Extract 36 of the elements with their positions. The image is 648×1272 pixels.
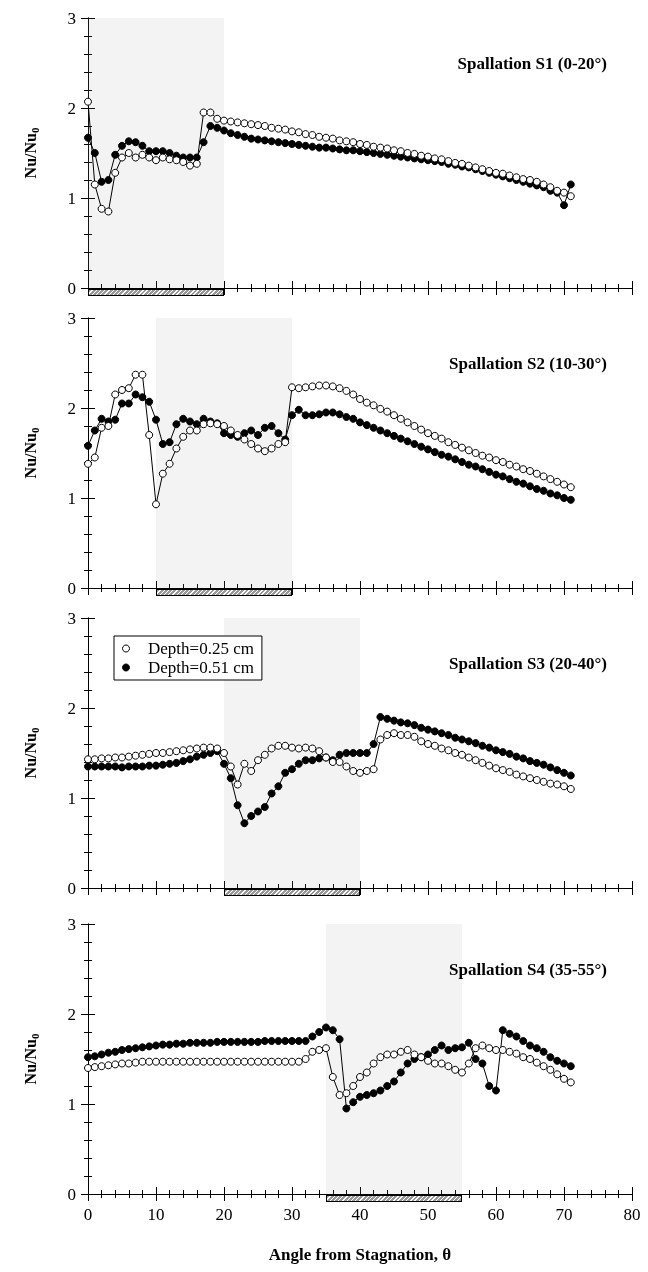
y-axis-title: Nu/Nu0 bbox=[22, 1033, 41, 1085]
y-tick-label: 3 bbox=[67, 308, 76, 328]
y-tick-label: 0 bbox=[67, 1184, 76, 1204]
x-tick-label: 60 bbox=[487, 1205, 505, 1224]
x-tick-label: 20 bbox=[215, 1205, 233, 1224]
y-axis-title: Nu/Nu0 bbox=[22, 427, 41, 479]
x-tick-label: 10 bbox=[147, 1205, 165, 1224]
y-tick-label: 2 bbox=[67, 398, 76, 418]
text: Spallation S3 (20-40°) bbox=[449, 654, 608, 673]
text: Spallation S2 (10-30°) bbox=[449, 354, 608, 373]
text: Spallation S4 (35-55°) bbox=[449, 960, 608, 979]
legend-label: Depth=0.25 cm bbox=[148, 639, 254, 658]
y-tick-label: 2 bbox=[67, 1004, 76, 1024]
x-tick-label: 0 bbox=[83, 1205, 93, 1224]
y-tick-label: 1 bbox=[67, 488, 76, 508]
x-axis-title: Angle from Stagnation, θ bbox=[268, 1245, 452, 1264]
y-tick-label: 3 bbox=[67, 608, 76, 628]
x-tick-label: 50 bbox=[419, 1205, 437, 1224]
y-tick-label: 0 bbox=[67, 578, 76, 598]
y-axis-title: Nu/Nu0 bbox=[22, 127, 41, 179]
y-tick-label: 2 bbox=[67, 698, 76, 718]
y-tick-label: 0 bbox=[67, 878, 76, 898]
y-tick-label: 1 bbox=[67, 188, 76, 208]
y-tick-label: 1 bbox=[67, 1094, 76, 1114]
y-tick-label: 0 bbox=[67, 278, 76, 298]
y-tick-label: 1 bbox=[67, 788, 76, 808]
y-axis-title: Nu/Nu0 bbox=[22, 727, 41, 779]
legend-label: Depth=0.51 cm bbox=[148, 658, 254, 677]
x-tick-label: 80 bbox=[623, 1205, 641, 1224]
x-tick-label: 70 bbox=[555, 1205, 573, 1224]
x-tick-label: 40 bbox=[351, 1205, 369, 1224]
y-tick-label: 3 bbox=[67, 8, 76, 28]
y-tick-label: 2 bbox=[67, 98, 76, 118]
x-tick-label: 30 bbox=[283, 1205, 301, 1224]
y-tick-label: 3 bbox=[67, 914, 76, 934]
text: Spallation S1 (0-20°) bbox=[457, 54, 608, 73]
